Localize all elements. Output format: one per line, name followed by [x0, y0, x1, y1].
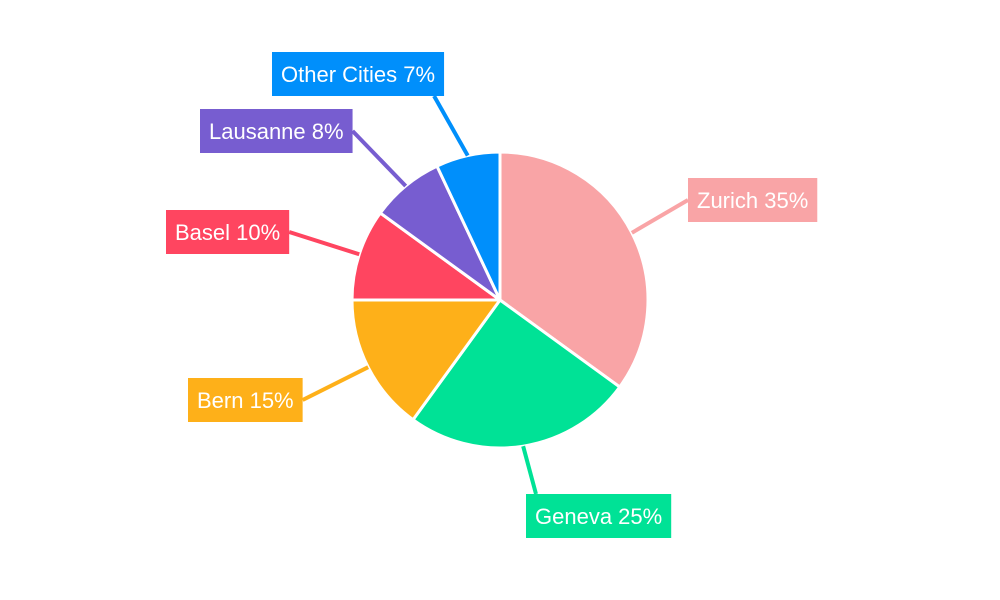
- label-box: [688, 178, 818, 222]
- pie-slice-other-cities: [435, 150, 502, 302]
- pie-slice-basel: [350, 211, 502, 302]
- pie-labels: Zurich 35% Geneva 25% Bern 15% Basel 10% Lau…: [166, 52, 818, 538]
- slice-label: Lausanne 8%: [209, 119, 344, 144]
- slice-label: Bern 15%: [197, 388, 294, 413]
- label-connector: [288, 230, 360, 257]
- label-box: [272, 52, 445, 96]
- label-box: [526, 494, 672, 538]
- pie-slice-bern: [350, 298, 502, 422]
- slice-label: Zurich 35%: [697, 188, 808, 213]
- pie-slices: [350, 150, 650, 450]
- slice-label: Other Cities 7%: [281, 62, 435, 87]
- slice-label: Geneva 25%: [535, 504, 662, 529]
- label-connector: [301, 365, 370, 402]
- label-box: [188, 378, 303, 422]
- label-box: [166, 210, 290, 254]
- pie-slice-geneva: [411, 298, 622, 450]
- label-connector: [630, 198, 690, 235]
- slice-label: Basel 10%: [175, 220, 280, 245]
- label-connector: [351, 129, 408, 188]
- label-connector: [521, 445, 538, 495]
- pie-slice-zurich: [498, 150, 650, 389]
- label-connector: [432, 95, 470, 157]
- label-box: [200, 109, 353, 153]
